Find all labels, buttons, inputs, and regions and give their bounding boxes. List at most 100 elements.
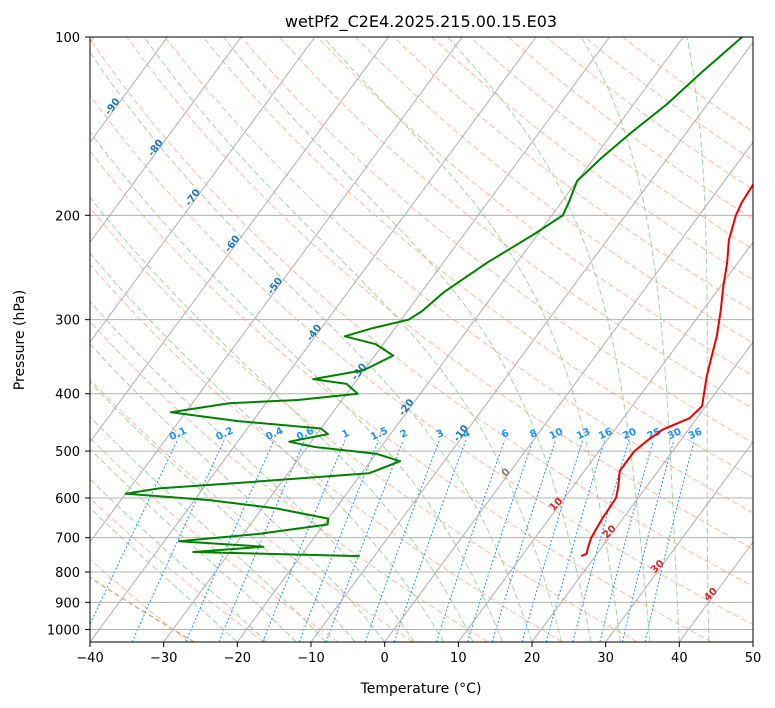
moist-adiabat-line — [686, 37, 710, 642]
isotherm-line — [457, 241, 753, 642]
x-tick-label: 50 — [745, 651, 762, 666]
moist-adiabat-line — [143, 37, 562, 642]
dry-adiabat-line — [90, 150, 712, 642]
moist-adiabat-line — [90, 300, 415, 642]
moist-adiabat-line — [90, 448, 297, 642]
mixing-ratio-label: 10 — [548, 426, 565, 442]
y-tick-label: 800 — [55, 566, 80, 581]
y-tick-label: 1000 — [47, 623, 80, 638]
skewed-isotherms — [90, 37, 753, 642]
plot-area: 0.10.20.40.611.52346810131620253036-100-… — [90, 37, 753, 642]
temperature-line — [580, 182, 753, 558]
isotherm-line — [90, 37, 168, 144]
mixing-ratio-line — [545, 440, 606, 642]
lcl-line — [90, 576, 195, 642]
mixing-ratio-label: 30 — [666, 426, 683, 442]
dry-adiabat-line — [90, 263, 563, 642]
mixing-ratio-line — [325, 440, 404, 642]
mixing-ratio-line — [364, 440, 440, 642]
mixing-ratio-label: 13 — [575, 426, 592, 442]
mixing-ratio-line — [131, 440, 225, 642]
x-tick-label: −10 — [297, 651, 324, 666]
mixing-ratio-line — [467, 440, 534, 642]
mixing-ratio-label: 4 — [461, 428, 472, 441]
moist-adiabat-line — [90, 130, 503, 642]
dry-adiabats — [90, 37, 753, 642]
mixing-ratio-line — [644, 440, 695, 642]
isotherm-line — [163, 37, 610, 642]
mixing-ratio-label: 16 — [597, 426, 614, 442]
dry-adiabat-line — [240, 37, 753, 444]
mixing-ratio-line — [435, 440, 505, 642]
y-tick-label: 300 — [55, 314, 80, 329]
mixing-ratio-label: 6 — [500, 428, 511, 441]
x-tick-label: −20 — [224, 651, 251, 666]
isotherm-line — [236, 37, 684, 642]
dry-adiabat-line — [90, 378, 414, 642]
dry-adiabat-line — [90, 206, 638, 642]
mixing-ratio-line — [185, 440, 275, 642]
dry-adiabat-line — [90, 37, 753, 587]
mixing-ratio-line — [599, 440, 654, 642]
y-tick-label: 700 — [55, 532, 80, 547]
isotherm-line — [90, 37, 242, 244]
isotherm-line — [90, 37, 463, 543]
isotherm-line — [90, 37, 537, 642]
y-tick-label: 900 — [55, 596, 80, 611]
mixing-ratio-label: 8 — [528, 428, 539, 441]
moist-adiabat-line — [90, 252, 445, 642]
x-axis: −40 −30 −20 −10 0 10 20 30 40 50 — [76, 642, 761, 666]
mixing-ratio-label: 2 — [399, 428, 410, 441]
line-labels: 0.10.20.40.611.52346810131620253036-100-… — [103, 96, 720, 603]
y-axis: 1000 900 800 700 600 500 400 300 200 100 — [47, 31, 90, 638]
dry-adiabat-line — [164, 37, 753, 514]
isobar-grid — [90, 37, 753, 630]
mixing-ratio-line — [521, 440, 584, 642]
chart-title: wetPf2_C2E4.2025.215.00.15.E03 — [285, 12, 557, 32]
x-tick-label: 20 — [524, 651, 541, 666]
isotherm-line — [310, 41, 753, 642]
mixing-ratio-lines — [90, 440, 695, 642]
y-tick-label: 600 — [55, 492, 80, 507]
x-tick-label: −30 — [150, 651, 177, 666]
moist-adiabat-line — [90, 478, 268, 642]
moist-adiabat-line — [90, 381, 356, 642]
dewpoint-line — [124, 37, 743, 558]
dry-adiabat-line — [90, 320, 488, 642]
moist-adiabat-line — [90, 196, 474, 642]
profile-series — [124, 37, 753, 558]
mixing-ratio-line — [218, 440, 305, 642]
moist-adiabat-line — [90, 51, 533, 642]
mixing-ratio-label: 36 — [687, 426, 704, 442]
y-axis-label: Pressure (hPa) — [12, 290, 28, 390]
y-tick-label: 400 — [55, 388, 80, 403]
lcl-curve — [90, 576, 195, 642]
mixing-ratio-label: 1 — [340, 428, 351, 441]
moist-adiabat-line — [322, 37, 621, 642]
mixing-ratio-line — [491, 440, 556, 642]
dry-adiabat-line — [90, 558, 190, 642]
x-tick-label: 30 — [597, 651, 614, 666]
mixing-ratio-label: 20 — [621, 426, 638, 442]
x-axis-label: Temperature (°C) — [360, 681, 482, 697]
y-tick-label: 200 — [55, 209, 80, 224]
isotherm-line — [90, 37, 389, 443]
y-tick-label: 500 — [55, 445, 80, 460]
moist-adiabat-line — [580, 37, 680, 642]
isotherm-line — [531, 341, 753, 642]
dry-adiabat-line — [90, 94, 753, 626]
moist-adiabat-line — [447, 37, 651, 642]
x-tick-label: 10 — [450, 651, 467, 666]
y-tick-label: 100 — [55, 31, 80, 46]
mixing-ratio-line — [621, 440, 675, 642]
isotherm-line — [90, 37, 316, 343]
dry-adiabat-line — [317, 37, 753, 377]
x-tick-label: 40 — [671, 651, 688, 666]
dry-adiabat-line — [126, 37, 753, 550]
mixing-ratio-label: 3 — [435, 428, 446, 441]
isotherm-line — [384, 141, 753, 642]
dry-adiabat-line — [393, 37, 753, 312]
dry-adiabat-line — [355, 37, 753, 344]
